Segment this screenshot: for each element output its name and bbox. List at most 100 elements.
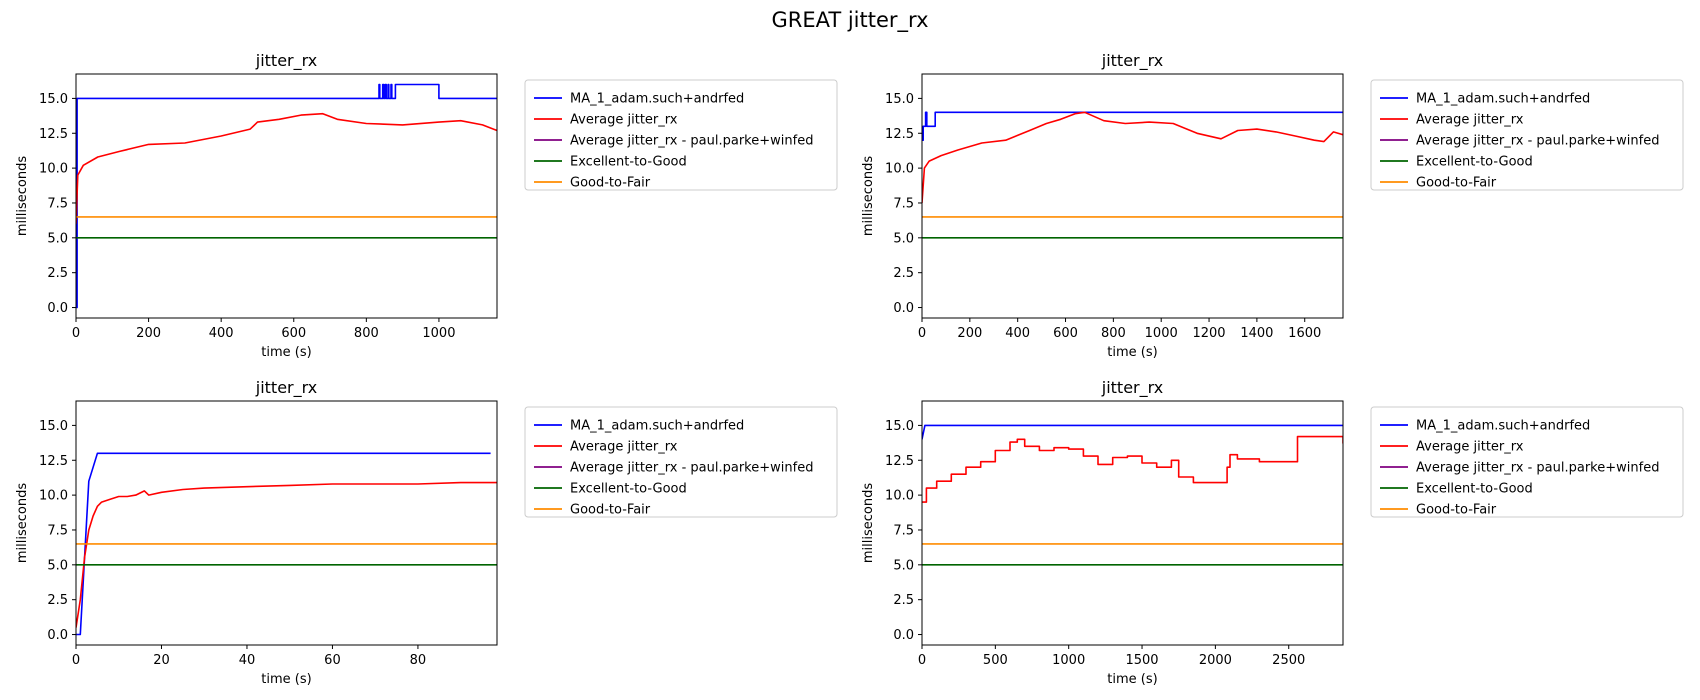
legend-label: MA_1_adam.such+andrfed <box>570 419 744 434</box>
x-tick-label: 200 <box>136 326 161 341</box>
y-tick-label: 12.5 <box>885 127 914 142</box>
x-tick-label: 2500 <box>1272 653 1305 668</box>
x-tick-label: 2000 <box>1199 653 1232 668</box>
x-tick-label: 1000 <box>1145 326 1178 341</box>
x-tick-label: 200 <box>957 326 982 341</box>
legend-label: Average jitter_rx - paul.parke+winfed <box>570 461 813 476</box>
y-tick-label: 10.0 <box>39 162 68 177</box>
y-tick-label: 7.5 <box>893 196 914 211</box>
y-tick-label: 7.5 <box>47 196 68 211</box>
x-tick-label: 20 <box>153 653 170 668</box>
x-tick-label: 1500 <box>1125 653 1158 668</box>
y-tick-label: 15.0 <box>885 419 914 434</box>
y-tick-label: 12.5 <box>39 127 68 142</box>
x-tick-label: 400 <box>1005 326 1030 341</box>
x-tick-label: 800 <box>1101 326 1126 341</box>
y-tick-label: 5.0 <box>47 231 68 246</box>
y-axis-label: milliseconds <box>861 483 876 563</box>
legend-label: Average jitter_rx <box>570 113 678 128</box>
subplot-2: 0 200 400 600 800 1000 1200 1400 1600 0.0 2.5 5.0 7.… <box>861 51 1684 360</box>
y-tick-label: 12.5 <box>39 454 68 469</box>
y-axis-label: milliseconds <box>15 483 30 563</box>
legend-label: Good-to-Fair <box>1416 503 1497 518</box>
legend: MA_1_adam.such+andrfed Average jitter_rx A… <box>524 406 838 518</box>
legend-label: Average jitter_rx <box>1416 113 1524 128</box>
y-tick-label: 12.5 <box>885 454 914 469</box>
y-axis-label: milliseconds <box>861 156 876 236</box>
subplot-title: jitter_rx <box>255 51 317 71</box>
y-tick-label: 5.0 <box>893 558 914 573</box>
y-axis-label: milliseconds <box>15 156 30 236</box>
series-line-2 <box>76 112 497 224</box>
y-tick-label: 2.5 <box>893 266 914 281</box>
y-tick-label: 10.0 <box>39 489 68 504</box>
x-tick-label: 600 <box>1053 326 1078 341</box>
series-line-1 <box>922 111 1343 141</box>
legend-label: Excellent-to-Good <box>570 155 687 170</box>
y-tick-label: 0.0 <box>47 628 68 643</box>
legend-label: MA_1_adam.such+andrfed <box>1416 92 1590 107</box>
legend-label: Average jitter_rx - paul.parke+winfed <box>1416 134 1659 149</box>
x-tick-label: 60 <box>324 653 341 668</box>
legend-label: Average jitter_rx <box>1416 440 1524 455</box>
series-line-1 <box>76 83 497 309</box>
y-tick-label: 7.5 <box>893 523 914 538</box>
y-tick-label: 0.0 <box>893 628 914 643</box>
x-axis-label: time (s) <box>1107 345 1157 360</box>
plot-area <box>76 83 497 309</box>
legend-label: Excellent-to-Good <box>570 482 687 497</box>
series-line-2 <box>76 481 497 628</box>
y-tick-label: 15.0 <box>39 92 68 107</box>
subplot-title: jitter_rx <box>1101 378 1163 398</box>
x-tick-label: 0 <box>918 653 926 668</box>
legend-label: Average jitter_rx <box>570 440 678 455</box>
x-tick-label: 1000 <box>422 326 455 341</box>
legend-label: MA_1_adam.such+andrfed <box>570 92 744 107</box>
x-axis-label: time (s) <box>261 672 311 687</box>
x-tick-label: 1400 <box>1240 326 1273 341</box>
figure-title: GREAT jitter_rx <box>771 8 929 32</box>
x-tick-label: 80 <box>410 653 427 668</box>
y-tick-label: 2.5 <box>47 266 68 281</box>
series-line-1 <box>922 424 1343 440</box>
legend-label: Average jitter_rx - paul.parke+winfed <box>1416 461 1659 476</box>
legend: MA_1_adam.such+andrfed Average jitter_rx A… <box>1370 406 1684 518</box>
legend-label: MA_1_adam.such+andrfed <box>1416 419 1590 434</box>
legend-label: Good-to-Fair <box>570 176 651 191</box>
legend-label: Excellent-to-Good <box>1416 482 1533 497</box>
x-tick-label: 400 <box>209 326 234 341</box>
x-axis-label: time (s) <box>261 345 311 360</box>
subplot-title: jitter_rx <box>1101 51 1163 71</box>
legend: MA_1_adam.such+andrfed Average jitter_rx A… <box>524 79 838 191</box>
x-tick-label: 1600 <box>1288 326 1321 341</box>
y-tick-label: 2.5 <box>893 593 914 608</box>
legend-box <box>1370 79 1684 191</box>
axes-frame <box>75 73 498 319</box>
axes-frame <box>921 73 1344 319</box>
x-axis-label: time (s) <box>1107 672 1157 687</box>
x-tick-label: 800 <box>354 326 379 341</box>
legend-box <box>524 79 838 191</box>
plot-area <box>76 452 497 636</box>
subplot-1: 0 200 400 600 800 1000 0.0 2.5 5.0 7.5 10.0 12.5 15.… <box>15 51 838 360</box>
series-line-1 <box>76 452 491 636</box>
y-tick-label: 5.0 <box>47 558 68 573</box>
legend-box <box>524 406 838 518</box>
series-line-2 <box>922 111 1343 204</box>
series-line-2 <box>922 435 1343 503</box>
y-tick-label: 10.0 <box>885 162 914 177</box>
x-tick-label: 40 <box>239 653 256 668</box>
y-tick-label: 10.0 <box>885 489 914 504</box>
x-tick-label: 0 <box>72 326 80 341</box>
y-tick-label: 15.0 <box>885 92 914 107</box>
legend: MA_1_adam.such+andrfed Average jitter_rx A… <box>1370 79 1684 191</box>
y-tick-label: 15.0 <box>39 419 68 434</box>
x-tick-label: 600 <box>281 326 306 341</box>
plot-area <box>922 424 1343 566</box>
legend-label: Good-to-Fair <box>1416 176 1497 191</box>
y-tick-label: 5.0 <box>893 231 914 246</box>
axes-frame <box>75 400 498 646</box>
x-tick-label: 1000 <box>1052 653 1085 668</box>
x-tick-label: 1200 <box>1192 326 1225 341</box>
y-tick-label: 7.5 <box>47 523 68 538</box>
